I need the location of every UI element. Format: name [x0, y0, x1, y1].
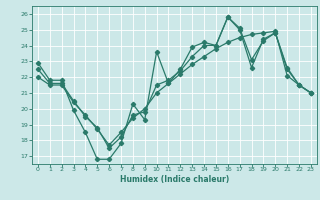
X-axis label: Humidex (Indice chaleur): Humidex (Indice chaleur) — [120, 175, 229, 184]
